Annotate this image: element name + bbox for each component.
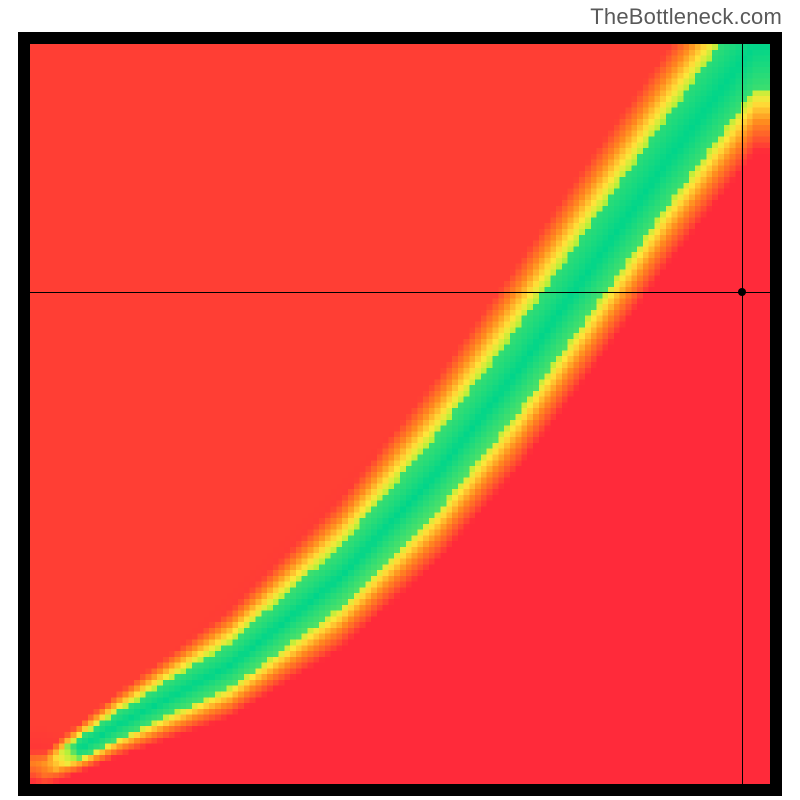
root: TheBottleneck.com (0, 0, 800, 800)
plot-area (18, 32, 782, 796)
crosshair-horizontal (30, 292, 770, 293)
heatmap-canvas (30, 44, 770, 784)
crosshair-dot (738, 288, 746, 296)
watermark-text: TheBottleneck.com (590, 4, 782, 30)
crosshair-vertical (742, 44, 743, 784)
